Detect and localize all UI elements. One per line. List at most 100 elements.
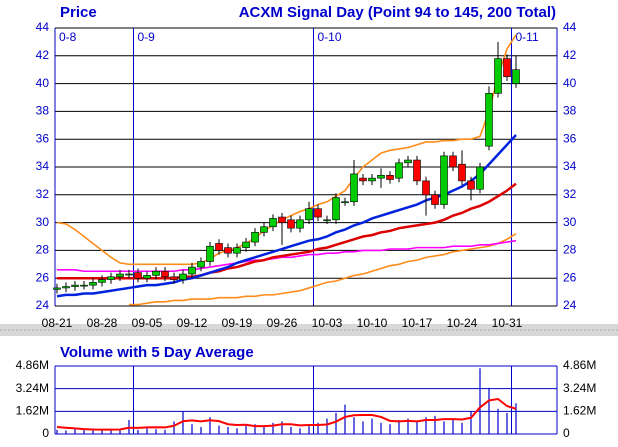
x-tick-label: 09-12 [177,316,208,330]
candle-body [305,208,313,221]
candle-body [350,173,358,203]
y-tick-label: 36 [36,131,50,145]
candle-body [386,175,394,180]
candle-body [188,266,196,275]
candle-body [107,276,115,280]
moving-line [56,34,517,266]
candle-body [512,69,520,84]
candle-body [440,155,448,205]
x-tick-label: 09-19 [222,316,253,330]
y-tick-label: 34 [36,159,50,173]
candle-body [467,180,475,190]
x-tick-label: 10-24 [447,316,478,330]
y-tick-label-right: 34 [563,159,577,173]
y-tick-label-right: 32 [563,187,577,201]
y-tick-label-right: 26 [563,270,577,284]
candle-body [260,226,268,233]
y-tick-label: 1.62M [16,404,49,418]
y-tick-label-right: 0 [563,426,570,440]
candle-body [332,197,340,221]
moving-line [56,134,517,298]
candle-body [422,180,430,196]
y-tick-label-right: 3.24M [563,381,596,395]
candle-body [404,159,412,164]
y-tick-label: 42 [36,48,50,62]
moving-line [129,233,517,306]
candle-body [242,241,250,248]
y-tick-label: 4.86M [16,358,49,372]
month-label: 0-11 [516,30,539,44]
candle-body [368,177,376,182]
candle-body [341,201,349,204]
candle-body [323,219,331,222]
x-tick-label: 09-26 [267,316,298,330]
y-tick-label: 3.24M [16,381,49,395]
y-tick-label-right: 4.86M [563,358,596,372]
candle-body [251,232,259,243]
candle-body [395,162,403,179]
x-tick-label: 08-28 [87,316,118,330]
volume-average [56,397,517,431]
y-tick-label-right: 42 [563,48,577,62]
y-tick-label-right: 24 [563,298,577,312]
candle-body [458,163,466,182]
candle-body [377,175,385,179]
y-tick-label-right: 44 [563,20,577,34]
candle-body [206,245,214,262]
candle-body [80,284,88,287]
candle-body [98,279,106,283]
moving-line [57,182,517,280]
candle-body [170,276,178,280]
y-tick-label: 38 [36,104,50,118]
y-tick-label: 24 [36,298,50,312]
candle-body [287,219,295,229]
candle-body [278,216,286,223]
month-label: 0-10 [318,30,342,44]
y-tick-label: 26 [36,270,50,284]
y-tick-label-right: 38 [563,104,577,118]
candle-body [233,247,241,254]
candle-body [449,155,457,168]
candle-body [359,177,367,182]
candle-body [197,261,205,268]
candle-body [494,58,502,94]
candle-body [215,243,223,251]
candle-body [152,270,160,276]
candle-body [179,273,187,280]
y-tick-label: 28 [36,243,50,257]
candle-body [431,194,439,205]
candle-body [116,273,124,278]
y-tick-label: 0 [42,426,49,440]
candle-body [413,159,421,182]
moving-line [57,239,517,273]
x-tick-label: 10-10 [357,316,388,330]
y-tick-label-right: 36 [563,131,577,145]
volume-title: Volume with 5 Day Average [60,344,254,361]
x-tick-label: 08-21 [42,316,73,330]
y-tick-label: 30 [36,215,50,229]
x-tick-label: 10-17 [402,316,433,330]
y-tick-label: 32 [36,187,50,201]
candle-body [224,247,232,254]
candle-body [89,282,97,286]
y-tick-label-right: 28 [563,243,577,257]
x-tick-label: 10-03 [312,316,343,330]
candle-body [161,270,169,278]
candle-body [62,286,70,289]
candle-body [269,218,277,228]
candle-body [125,273,133,276]
x-tick-label: 10-31 [492,316,523,330]
y-tick-label-right: 1.62M [563,404,596,418]
y-tick-label-right: 40 [563,76,577,90]
month-label: 0-8 [59,30,77,44]
candle-body [485,93,493,147]
chart-title: ACXM Signal Day (Point 94 to 145, 200 To… [239,4,556,21]
candle-body [143,275,151,279]
candle-body [134,272,142,279]
candle-body [314,208,322,218]
x-tick-label: 09-05 [132,316,163,330]
candle-body [476,166,484,190]
candle-body [53,287,61,290]
y-tick-label: 40 [36,76,50,90]
